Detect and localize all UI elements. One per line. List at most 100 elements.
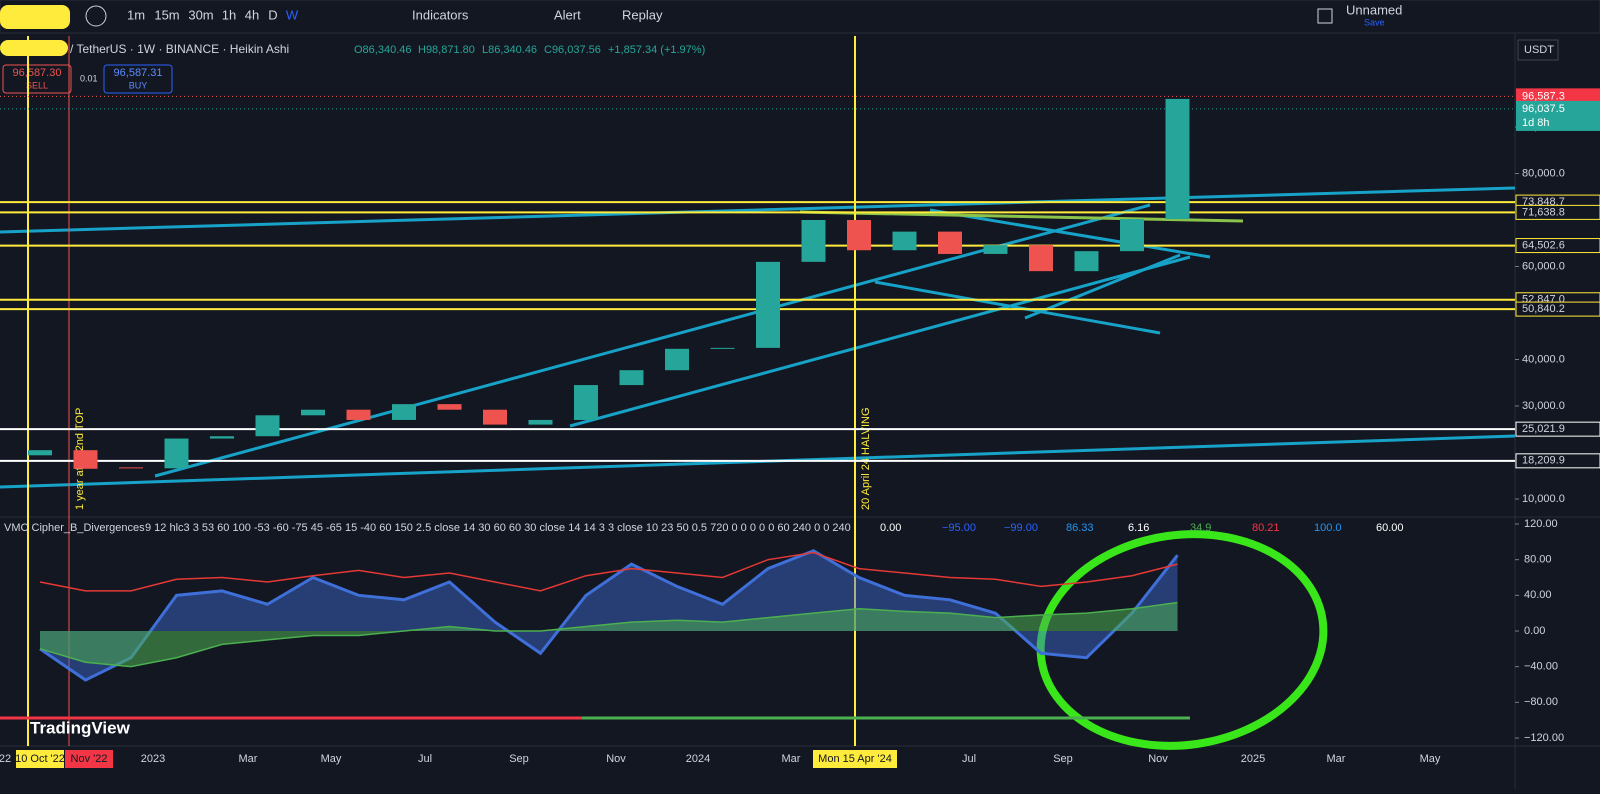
indicator-params: 9 12 hlc3 3 53 60 100 -53 -60 -75 45 -65… <box>145 522 851 534</box>
time-label: Nov '22 <box>71 753 108 765</box>
candle <box>392 404 416 420</box>
candle <box>255 415 280 437</box>
interval-button[interactable]: 30m <box>188 7 213 22</box>
level-tag <box>1515 204 1600 220</box>
time-label: Nov <box>1148 753 1168 765</box>
buy-price: 96,587.31 <box>114 67 163 79</box>
y-tick-label: 80.00 <box>1524 554 1552 566</box>
save-label[interactable]: Save <box>1364 17 1385 27</box>
candle <box>346 409 371 420</box>
countdown: 1d 8h <box>1522 117 1550 129</box>
trend-lines <box>0 186 1516 489</box>
level-tag <box>1515 453 1600 469</box>
time-label: 10 Oct '22 <box>15 753 65 765</box>
candle <box>1074 251 1099 272</box>
candle <box>28 450 52 456</box>
interval-button[interactable]: 15m <box>154 7 179 22</box>
indicator-area <box>40 602 1178 667</box>
candle <box>1120 219 1144 252</box>
readout: 60.00 <box>1376 522 1404 534</box>
open: O86,340.46 <box>354 44 412 56</box>
high: H98,871.80 <box>418 44 475 56</box>
sell-tag <box>1516 88 1600 105</box>
symbol-title: / TetherUS · 1W · BINANCE · Heikin Ashi <box>70 42 289 56</box>
candle <box>301 409 325 416</box>
candle <box>574 385 598 420</box>
interval-button[interactable]: D <box>268 7 277 22</box>
interval-button[interactable]: 4h <box>245 7 259 22</box>
readout: 100.0 <box>1314 522 1342 534</box>
time-label: Nov <box>606 753 626 765</box>
alert-button[interactable]: Alert <box>554 7 581 22</box>
readout: −99.00 <box>1004 522 1038 534</box>
layout-name[interactable]: Unnamed <box>1346 2 1402 17</box>
layout-icon[interactable] <box>1317 8 1333 24</box>
candle <box>665 348 689 371</box>
time-label: Sep <box>509 753 529 765</box>
indicator-line <box>39 551 1178 592</box>
time-label: Jul <box>962 753 976 765</box>
candle <box>619 370 644 386</box>
candle <box>437 404 462 410</box>
currency-box[interactable] <box>1517 39 1559 61</box>
close-tag-label: 96,037.5 <box>1522 103 1565 115</box>
time-label: Mar <box>239 753 258 765</box>
candle <box>847 220 871 251</box>
candle <box>801 220 826 262</box>
ohlc: O86,340.46 H98,871.80 L86,340.46 C96,037… <box>354 44 705 56</box>
readout: 80.21 <box>1252 522 1280 534</box>
currency: USDT <box>1524 44 1554 56</box>
interval-button[interactable]: 1m <box>127 7 145 22</box>
readout: 0.00 <box>880 522 901 534</box>
time-label: Mar <box>1327 753 1346 765</box>
add-symbol[interactable] <box>85 5 107 27</box>
close-tag <box>1516 100 1600 131</box>
indicator-title: VMC Cipher_B_Divergences <box>4 522 145 534</box>
redaction <box>0 5 70 29</box>
sell-price: 96,587.30 <box>13 67 62 79</box>
time-highlight <box>813 750 897 768</box>
time-label: May <box>1420 753 1441 765</box>
candle <box>210 436 234 439</box>
trend-line-green <box>799 210 1244 223</box>
readout: 34.9 <box>1190 522 1211 534</box>
level-tag <box>1515 301 1600 317</box>
candle <box>1029 245 1053 272</box>
toolbar <box>0 0 1600 34</box>
y-tick-label: 40.00 <box>1524 589 1552 601</box>
y-tick-label: −40.00 <box>1524 661 1558 673</box>
interval-button[interactable]: W <box>286 7 299 22</box>
y-tick-label: 40,000.0 <box>1522 353 1565 365</box>
logo: TradingView <box>30 718 131 737</box>
time-label: May <box>321 753 342 765</box>
candle <box>119 467 143 469</box>
candle <box>710 347 735 349</box>
candle <box>1165 98 1190 220</box>
time-label: Mon 15 Apr '24 <box>818 753 892 765</box>
y-tick-label: 80,000.0 <box>1522 167 1565 179</box>
level-label: 25,021.9 <box>1522 423 1565 435</box>
buy-button[interactable] <box>103 64 173 94</box>
redaction <box>0 40 68 56</box>
quantity: 0.01 <box>80 73 98 83</box>
sell-label: SELL <box>26 80 48 90</box>
close: C96,037.56 <box>544 44 601 56</box>
level-tag <box>1515 238 1600 254</box>
level-tag <box>1515 421 1600 437</box>
interval-button[interactable]: 1h <box>222 7 236 22</box>
time-label: 22 <box>0 753 11 765</box>
y-tick-label: 60,000.0 <box>1522 260 1565 272</box>
sell-button[interactable] <box>2 64 72 94</box>
time-highlight <box>65 750 113 768</box>
buy-label: BUY <box>129 80 148 90</box>
indicator-line <box>39 601 1178 668</box>
replay-button[interactable]: Replay <box>622 7 663 22</box>
time-label: 2024 <box>686 753 710 765</box>
indicator-line <box>39 549 1179 682</box>
time-highlight <box>16 750 64 768</box>
indicators-button[interactable]: Indicators <box>412 7 469 22</box>
y-tick-label: 30,000.0 <box>1522 400 1565 412</box>
y-tick-label: −120.00 <box>1524 732 1564 744</box>
